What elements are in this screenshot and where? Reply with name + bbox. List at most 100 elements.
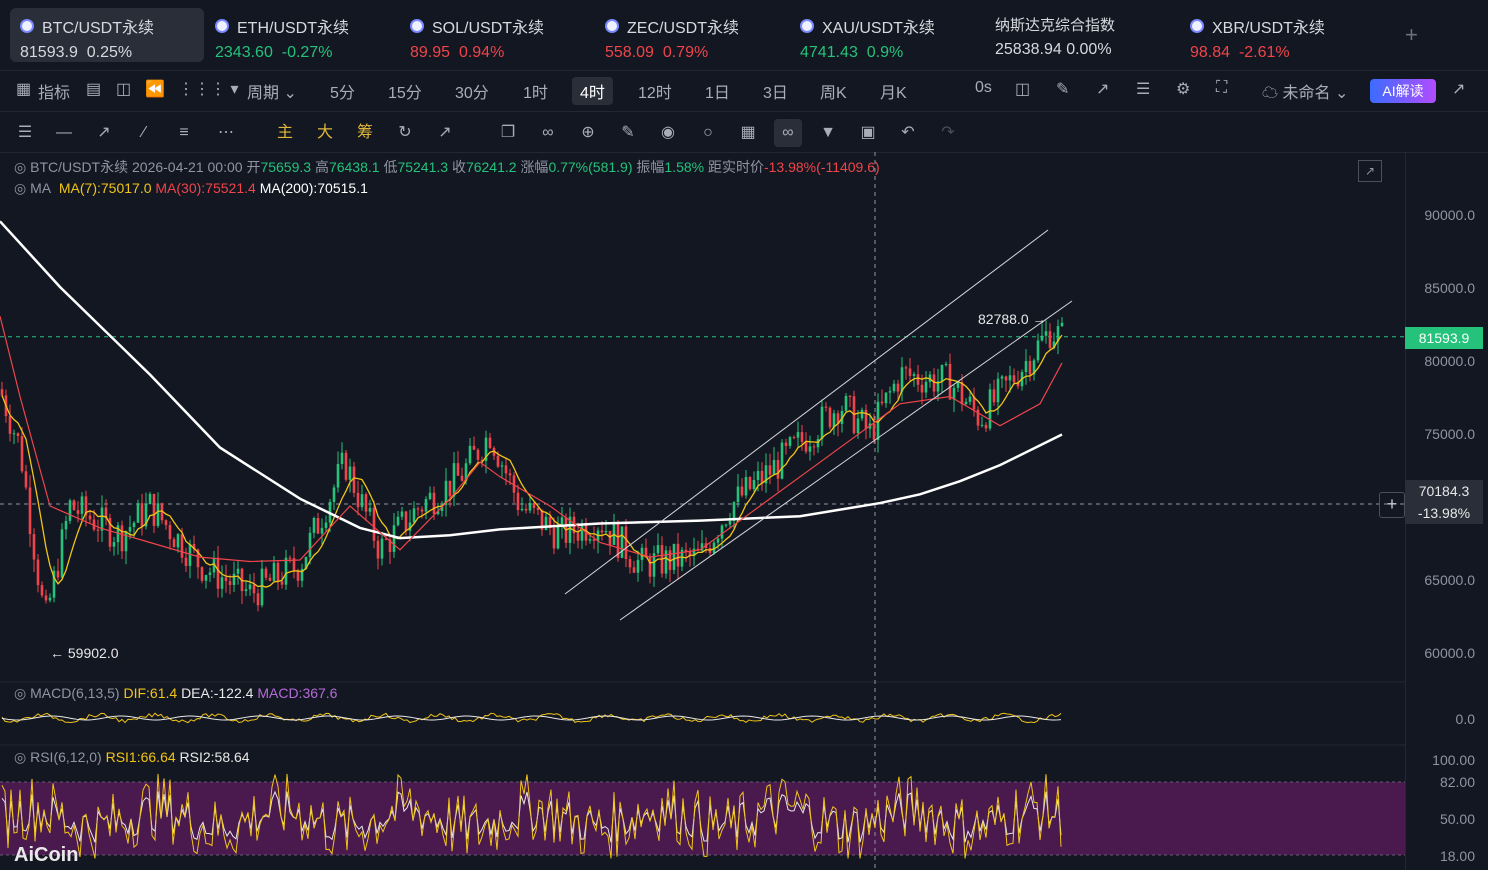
layout-icon[interactable]: ◫ [116,81,132,98]
interval-3d[interactable]: 3日 [763,85,788,102]
price-chart[interactable] [0,152,1405,870]
ai-interpret-button[interactable]: AI解读 [1370,79,1436,103]
countdown-label: 0s [975,79,992,96]
candle-body [788,437,792,446]
chart-type-icon[interactable]: ⋮⋮⋮ ▾ [178,81,239,98]
camera-icon[interactable]: ◫ [1015,81,1031,98]
interval-1d[interactable]: 1日 [705,85,730,102]
lock-icon[interactable]: ○ [703,124,713,141]
candle-body [136,503,140,523]
eraser-icon[interactable]: ✎ [621,124,635,141]
channel-lower-line [619,300,1073,621]
candle-body [712,542,716,553]
ticker-tab-zec[interactable]: ZEC/USDT永续 558.09 0.79% [595,8,749,62]
add-tab-icon[interactable]: + [1405,22,1418,47]
brush-icon[interactable]: ↗ [438,124,452,141]
candle-body [1056,326,1060,342]
candle-body [320,528,324,534]
crosshair-pct: -13.98% [1417,505,1471,521]
candle-body [684,549,688,552]
candle-body [224,577,228,582]
magnet-icon[interactable]: ∞ [774,119,802,147]
layout-name: 未命名 [1282,85,1331,102]
edit-icon[interactable]: ▦ [740,124,756,141]
interval-5m[interactable]: 5分 [330,85,355,102]
coin-icon [1190,19,1204,33]
ray-icon[interactable]: ↗ [97,124,111,141]
more-tools-icon[interactable]: ⋯ [218,124,234,141]
interval-15m[interactable]: 15分 [388,85,422,102]
sync-icon[interactable]: ↻ [398,124,412,141]
candle-body [420,509,424,512]
candle-body [96,529,100,531]
candle-body [724,524,728,526]
expand-icon[interactable]: ↗ [1358,160,1382,182]
candle-body [880,401,884,404]
menu-icon[interactable]: ☰ [17,124,33,141]
ma-eye-icon[interactable]: ◎ [14,180,27,196]
filter-icon[interactable]: ▼ [820,124,836,141]
ticker-tab-btc[interactable]: BTC/USDT永续 81593.9 0.25% [10,8,204,62]
candle-body [200,567,204,581]
ticker-tab-xbr[interactable]: XBR/USDT永续 98.84 -2.61% [1180,8,1335,62]
export-icon[interactable]: ↗ [1096,81,1110,98]
replay-icon[interactable]: ⏪ [145,81,165,98]
interval-30m[interactable]: 30分 [455,85,489,102]
undo-icon[interactable]: ↶ [901,124,915,141]
rsi-eye-icon[interactable]: ◎ [14,749,27,765]
share-icon[interactable]: ↗ [1452,81,1466,98]
macd-dea: DEA:-122.4 [181,685,254,701]
candle-body [700,543,704,551]
fullscreen-icon[interactable]: ⛶ [1216,79,1228,96]
layout-name-dropdown[interactable]: ☁ 未命名 ⌄ [1262,79,1348,103]
chip-button[interactable]: 筹 [356,124,373,141]
chart-area[interactable] [0,152,1405,870]
coin-icon [605,19,619,33]
candle-body [188,544,192,566]
candle-body [524,508,528,511]
pencil-icon[interactable]: ✎ [1056,81,1070,98]
ticker-tab-sol[interactable]: SOL/USDT永续 89.95 0.94% [400,8,554,62]
candle-body [844,395,848,411]
interval-week[interactable]: 周K [820,85,847,102]
indicator-icon[interactable]: ▦ [16,81,32,98]
indicator-button[interactable]: 指标 [38,85,71,102]
interval-4h[interactable]: 4时 [572,77,613,105]
rsi1-value: RSI1:66.64 [105,749,176,765]
interval-month[interactable]: 月K [880,85,907,102]
candle-body [956,382,960,388]
fib-icon[interactable]: ≡ [179,124,189,141]
macd-eye-icon[interactable]: ◎ [14,685,27,701]
trend-line-icon[interactable]: ∕ [142,124,146,141]
candle-body [556,526,560,549]
big-order-button[interactable]: 大 [316,124,333,141]
candle-body [924,381,928,393]
link-icon[interactable]: ∞ [542,124,554,141]
ticker-tab-eth[interactable]: ETH/USDT永续 2343.60 -0.27% [205,8,359,62]
period-dropdown[interactable]: 周期 ⌄ [247,79,297,103]
copy-icon[interactable]: ❐ [500,124,516,141]
add-alert-icon[interactable]: + [1379,492,1405,518]
horizontal-line-icon[interactable]: — [56,124,72,141]
trash-icon[interactable]: ▣ [860,124,876,141]
hide-icon[interactable]: ◉ [661,124,675,141]
candle-body [80,496,84,514]
coin-icon [215,19,229,33]
redo-icon[interactable]: ↷ [941,124,955,141]
ma7-value: MA(7):75017.0 [58,180,152,196]
interval-12h[interactable]: 12时 [638,85,672,102]
ticker-tab-nasdaq[interactable]: 纳斯达克综合指数 25838.94 0.00% [985,8,1125,62]
template-icon[interactable]: ▤ [86,81,102,98]
ticker-name: ETH/USDT永续 [237,20,350,37]
candle-body [480,459,484,461]
ticker-tab-xau[interactable]: XAU/USDT永续 4741.43 0.9% [790,8,945,62]
settings-icon[interactable]: ⚙ [1176,81,1191,98]
interval-1h[interactable]: 1时 [523,85,548,102]
info-close: 76241.2 [465,159,517,175]
ohlc-eye-icon[interactable]: ◎ [14,159,27,175]
zoom-icon[interactable]: ⊕ [581,124,595,141]
list-icon[interactable]: ☰ [1136,81,1151,98]
main-force-button[interactable]: 主 [276,124,293,141]
candle-body [84,496,88,516]
candle-body [784,442,788,446]
